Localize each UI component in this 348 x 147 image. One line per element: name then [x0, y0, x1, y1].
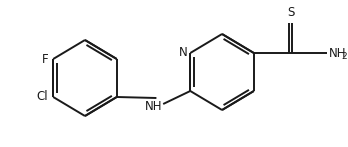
Text: S: S: [287, 6, 294, 19]
Text: F: F: [42, 52, 48, 66]
Text: N: N: [179, 46, 187, 59]
Text: 2: 2: [342, 51, 347, 61]
Text: Cl: Cl: [37, 91, 48, 103]
Text: NH: NH: [145, 101, 162, 113]
Text: NH: NH: [329, 46, 347, 60]
